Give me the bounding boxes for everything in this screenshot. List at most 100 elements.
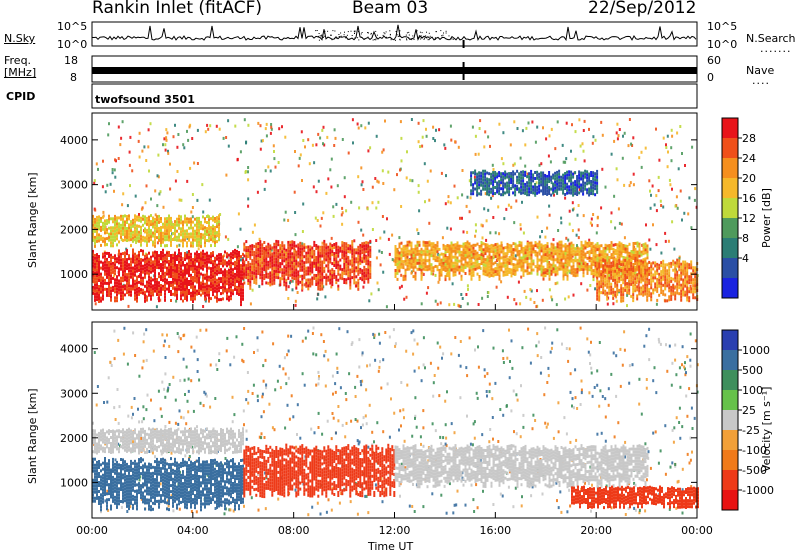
power-band-3 <box>510 259 513 263</box>
power-band-2 <box>367 274 370 278</box>
power-band-1 <box>210 244 212 248</box>
power-band-0 <box>104 251 106 255</box>
power-speckle <box>322 142 324 146</box>
power-band-0 <box>196 253 198 257</box>
power-band-2 <box>345 278 348 282</box>
power-band-1 <box>124 229 126 233</box>
power-band-4 <box>652 273 655 277</box>
power-band-0 <box>114 278 116 282</box>
power-band-1 <box>96 239 98 243</box>
power-band-1 <box>190 223 192 227</box>
power-band-4 <box>686 283 689 287</box>
power-band-0 <box>176 291 178 294</box>
power-speckle <box>347 151 350 155</box>
power-band-0 <box>238 263 240 266</box>
power-band-3 <box>448 268 451 272</box>
power-band-3 <box>544 244 547 248</box>
power-speckle <box>641 243 644 247</box>
power-band-2 <box>313 258 316 262</box>
power-speckle <box>128 163 131 167</box>
power-band-0 <box>128 263 130 267</box>
power-band-3 <box>560 246 563 250</box>
power-band-1 <box>112 238 114 242</box>
power-band-0 <box>166 281 168 285</box>
power-band-0 <box>216 266 218 270</box>
power-band-3 <box>566 250 569 254</box>
power-band-2 <box>247 267 250 270</box>
power-speckle <box>571 254 574 258</box>
power-band-2 <box>369 269 372 273</box>
power-band-3 <box>516 268 519 272</box>
power-band-2 <box>279 262 282 266</box>
nsearch-dot <box>322 36 324 38</box>
power-speckle <box>440 171 443 175</box>
power-band-4 <box>598 274 601 278</box>
power-band-3 <box>612 250 615 254</box>
power-speckle <box>264 169 267 173</box>
power-band-2 <box>287 258 290 262</box>
power-band-3 <box>490 249 493 253</box>
power-band-1 <box>152 219 154 223</box>
power-band-3 <box>396 253 399 257</box>
power-band-3 <box>402 278 405 282</box>
power-band-2 <box>341 256 344 260</box>
power-band-2 <box>297 264 300 268</box>
power-band-0 <box>120 285 122 289</box>
power-speckle <box>422 119 425 123</box>
power-speckle <box>165 136 168 140</box>
power-band-1 <box>110 244 112 248</box>
power-band-2 <box>319 275 322 279</box>
power-band-3 <box>626 253 629 257</box>
power-band-2 <box>327 251 330 255</box>
power-band-1 <box>154 226 156 230</box>
power-band-1 <box>174 223 176 227</box>
power-band-4 <box>626 282 629 286</box>
power-band-1 <box>176 223 178 227</box>
power-band-0 <box>228 286 230 290</box>
power-band-0 <box>178 278 180 282</box>
power-band-3 <box>484 261 487 265</box>
power-band-0 <box>158 296 160 300</box>
power-band-3 <box>630 259 633 262</box>
power-band-3 <box>432 257 435 261</box>
power-speckle <box>227 144 230 148</box>
power-band-4 <box>668 298 671 302</box>
power-speckle <box>114 175 117 179</box>
power-band-3 <box>636 259 639 263</box>
power-band-0 <box>228 253 230 257</box>
power-band-1 <box>150 220 152 224</box>
power-band-3 <box>404 277 407 281</box>
power-band-3 <box>474 252 477 256</box>
power-band-0 <box>168 254 170 257</box>
power-band-3 <box>464 251 467 254</box>
power-band-1 <box>200 220 202 224</box>
power-band-2 <box>255 260 258 264</box>
power-band-3 <box>522 255 525 259</box>
power-band-2 <box>279 265 282 269</box>
power-speckle <box>466 195 469 199</box>
power-band-3 <box>606 244 609 248</box>
power-band-4 <box>618 273 621 277</box>
power-band-0 <box>122 285 124 289</box>
power-band-3 <box>404 256 407 260</box>
power-band-2 <box>365 244 368 248</box>
power-band-0 <box>240 285 242 289</box>
power-band-1 <box>206 227 208 230</box>
power-band-3 <box>526 266 529 270</box>
power-band-3 <box>464 272 467 275</box>
power-band-0 <box>122 261 124 265</box>
power-band-2 <box>337 263 340 267</box>
power-band-1 <box>182 244 184 248</box>
power-band-2 <box>363 274 366 278</box>
power-band-4 <box>638 265 641 269</box>
power-speckle <box>520 275 523 279</box>
power-band-3 <box>518 240 521 244</box>
power-band-3 <box>616 249 619 253</box>
power-speckle <box>312 185 315 189</box>
power-band-4 <box>598 268 601 272</box>
power-band-0 <box>176 276 178 279</box>
power-band-4 <box>674 279 677 283</box>
power-band-0 <box>240 300 242 304</box>
power-band-1 <box>94 244 96 248</box>
power-band-3 <box>418 258 421 262</box>
